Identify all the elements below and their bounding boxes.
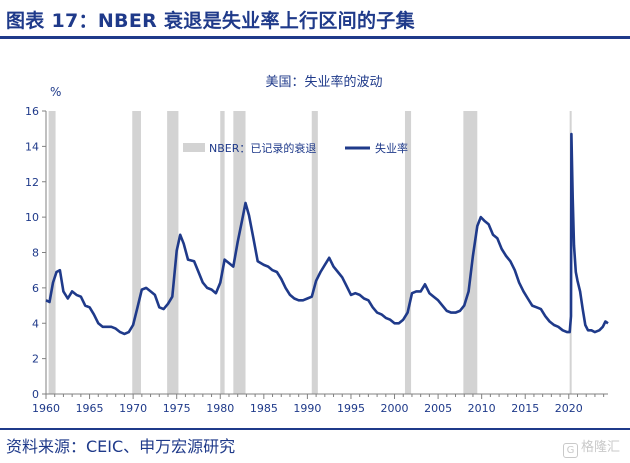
axes: 0 2 4 6 8 10 12 14 16 1960 1965 1970 1975 1980 1985 199… — [25, 105, 608, 415]
y-tick-label: 12 — [25, 176, 39, 189]
legend: NBER：已记录的衰退 失业率 — [183, 141, 408, 155]
legend-recession-swatch — [183, 143, 205, 152]
legend-recession-label: NBER：已记录的衰退 — [209, 141, 316, 155]
chart-container: 美国：失业率的波动 % 0 2 4 6 8 10 12 14 16 1960 1965 1970 197… — [0, 60, 630, 430]
header-divider — [0, 36, 630, 39]
y-tick-label: 8 — [32, 247, 39, 260]
recession-band — [48, 111, 56, 394]
x-tick-label: 1995 — [337, 402, 365, 415]
chart-title: 美国：失业率的波动 — [265, 74, 382, 90]
x-tick-label: 1980 — [206, 402, 234, 415]
x-tick-label: 2005 — [424, 402, 452, 415]
x-tick-label: 1960 — [32, 402, 60, 415]
y-tick-label: 6 — [32, 282, 39, 295]
watermark: G 格隆汇 — [562, 436, 620, 458]
recession-band — [463, 111, 478, 394]
x-tick-label: 2015 — [511, 402, 539, 415]
footer-divider — [0, 428, 630, 430]
x-tick-label: 1985 — [250, 402, 278, 415]
series-lines — [45, 132, 609, 336]
source-note: 资料来源：CEIC、申万宏源研究 — [6, 437, 236, 456]
x-tick-label: 2010 — [468, 402, 496, 415]
y-tick-label: 10 — [25, 211, 39, 224]
recession-band — [311, 111, 318, 394]
x-tick-label: 1975 — [163, 402, 191, 415]
x-tick-label: 1970 — [119, 402, 147, 415]
y-tick-label: 4 — [32, 317, 39, 330]
recession-band — [233, 111, 246, 394]
page-title: 图表 17：NBER 衰退是失业率上行区间的子集 — [6, 10, 415, 32]
watermark-text: 格隆汇 — [580, 440, 620, 455]
recession-band — [404, 111, 412, 394]
unemployment-rate-line — [45, 132, 609, 336]
recession-band — [220, 111, 225, 394]
unemployment-chart: 美国：失业率的波动 % 0 2 4 6 8 10 12 14 16 1960 1965 1970 197… — [25, 74, 609, 415]
x-tick-label: 2020 — [555, 402, 583, 415]
x-tick-label: 1990 — [293, 402, 321, 415]
x-tick-label: 2000 — [381, 402, 409, 415]
y-axis-unit: % — [50, 85, 61, 99]
y-tick-label: 16 — [25, 105, 39, 118]
watermark-logo-icon: G — [562, 443, 578, 458]
header: 图表 17：NBER 衰退是失业率上行区间的子集 — [0, 0, 630, 42]
y-tick-label: 14 — [25, 140, 39, 153]
recession-band — [132, 111, 141, 394]
y-tick-label: 0 — [32, 388, 39, 401]
legend-line-label: 失业率 — [375, 141, 408, 155]
x-tick-label: 1965 — [76, 402, 104, 415]
y-tick-label: 2 — [32, 353, 39, 366]
recession-band — [167, 111, 179, 394]
